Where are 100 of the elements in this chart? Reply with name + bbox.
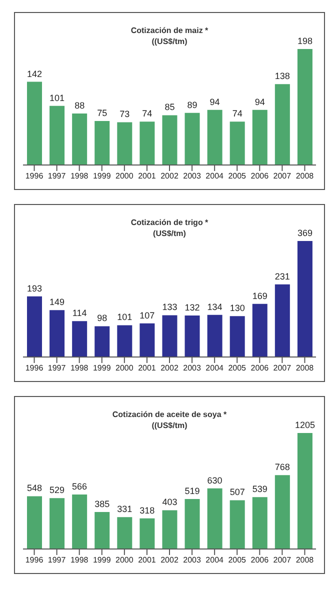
x-tick-label: 2005 [228,172,247,181]
data-label: 74 [142,108,152,119]
bar [72,113,88,165]
x-tick-label: 1996 [25,364,44,373]
data-label: 132 [184,302,200,313]
x-tick-label: 2008 [296,556,314,565]
bar [94,121,110,165]
bar [252,110,268,165]
data-label: 231 [274,271,290,282]
data-label: 94 [254,96,265,107]
x-tick-label: 2008 [296,364,314,373]
bar [230,122,245,165]
data-label: 133 [162,302,178,312]
data-label: 88 [74,100,85,110]
data-label: 193 [26,283,42,294]
data-label: 768 [274,462,290,472]
x-tick-label: 2003 [183,556,202,565]
x-tick-label: 1999 [92,172,112,181]
data-label: 107 [140,310,155,320]
bar [230,316,245,357]
x-tick-label: 2007 [273,556,292,565]
x-tick-label: 2002 [160,364,179,373]
bar [72,321,88,357]
bar [117,122,132,165]
chart-subtitle: (US$/tm) [153,229,186,238]
bar [72,494,88,549]
bar [207,314,222,357]
x-tick-label: 2000 [116,364,134,373]
bar [140,518,155,549]
x-tick-label: 2006 [250,556,270,565]
data-label: 519 [184,486,200,496]
x-tick-label: 2003 [183,172,202,181]
x-tick-label: 2000 [116,172,134,181]
x-tick-label: 2008 [296,172,314,181]
x-tick-label: 2004 [206,556,224,565]
x-tick-label: 2004 [206,172,224,181]
x-tick-label: 2002 [160,556,179,565]
data-label: 94 [210,96,220,107]
x-tick-label: 1998 [70,364,89,373]
x-tick-label: 2007 [273,172,292,181]
data-label: 548 [26,483,42,494]
x-tick-label: 2001 [138,172,156,181]
x-tick-label: 2006 [250,364,270,373]
data-label: 169 [252,290,268,301]
bar [162,315,178,357]
bar [230,500,245,549]
data-label: 101 [117,312,132,322]
bar [117,517,132,549]
bar [27,296,42,357]
bar [50,310,65,357]
bar [274,475,290,549]
x-tick-label: 2002 [160,172,179,181]
x-tick-label: 1999 [92,364,112,373]
data-label: 74 [232,108,242,119]
data-label: 142 [26,68,42,79]
x-tick-label: 2006 [250,172,270,181]
chart-subtitle: ((US$/tm) [152,421,188,430]
bar [184,499,200,549]
bar [140,323,155,357]
bar [274,284,290,357]
x-tick-label: 2004 [206,364,224,373]
data-label: 630 [207,475,222,486]
x-tick-label: 2007 [273,364,292,373]
data-label: 369 [297,228,312,238]
x-tick-label: 1997 [48,364,66,373]
x-tick-label: 1999 [92,556,112,565]
data-label: 539 [252,484,268,494]
bar [207,488,222,549]
data-label: 85 [164,102,175,112]
data-label: 318 [140,505,155,516]
data-label: 331 [117,504,132,514]
bar [117,325,132,357]
bar [297,49,312,165]
bar [252,304,268,357]
data-label: 89 [187,100,198,110]
bar [184,316,200,357]
x-tick-label: 2003 [183,364,202,373]
data-label: 98 [97,313,108,324]
data-label: 507 [230,487,245,498]
data-label: 566 [72,482,88,492]
data-label: 114 [72,308,87,318]
bar [94,326,110,357]
x-tick-label: 1997 [48,172,66,181]
x-tick-label: 1996 [25,556,44,565]
data-label: 134 [207,302,222,312]
bar [252,497,268,549]
bar [274,84,290,165]
data-label: 385 [94,498,110,509]
chart-subtitle: ((US$/tm) [152,37,188,46]
bar [297,433,312,549]
data-label: 130 [230,303,245,314]
x-tick-label: 2001 [138,556,156,565]
bar [50,106,65,165]
bar [140,122,155,165]
chart-title: Cotización de trigo * [130,217,210,228]
x-tick-label: 1998 [70,556,89,565]
x-tick-label: 1998 [70,172,89,181]
x-tick-label: 2005 [228,556,247,565]
chart-title: Cotización de aceite de soya * [111,409,228,420]
bar [162,510,178,549]
